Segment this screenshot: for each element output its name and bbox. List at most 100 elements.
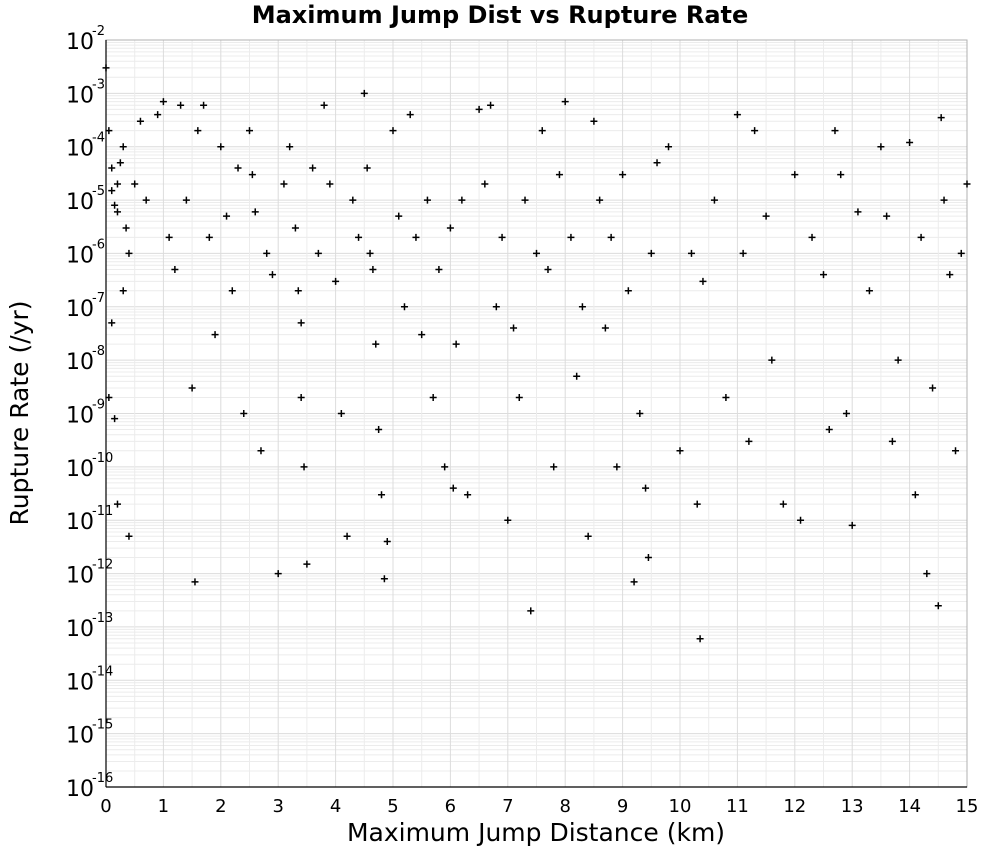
data-point [779,500,787,508]
data-point [791,171,799,179]
y-tick-exponent: -9 [92,398,105,413]
data-point [171,265,179,273]
data-point [590,117,598,125]
data-point [937,114,945,122]
data-point [291,224,299,232]
data-point [957,249,965,257]
data-point [504,516,512,524]
data-point [240,410,248,417]
data-point [464,491,472,499]
data-point [389,127,397,135]
data-point [412,233,420,241]
y-tick-base: 10 [66,404,94,429]
data-point [228,287,236,295]
data-point [630,578,638,586]
data-point [820,271,827,279]
data-point [383,537,391,545]
y-tick-label: 10-10 [66,451,113,482]
data-point [205,233,213,241]
y-tick-label: 10-4 [66,131,105,162]
data-point [601,324,609,332]
data-point [722,393,730,401]
y-tick-label: 10-9 [66,398,105,429]
data-point [113,180,121,188]
data-point [883,212,891,220]
x-tick-label: 10 [669,796,692,817]
data-point [894,356,902,364]
x-tick-label: 4 [330,796,341,817]
x-tick-label: 7 [502,796,513,817]
x-tick-label: 11 [726,796,749,817]
data-point [343,532,351,540]
y-tick-label: 10-11 [66,504,113,535]
y-tick-label: 10-7 [66,291,105,322]
data-point [286,143,294,151]
data-point [498,233,506,241]
data-point [355,233,363,241]
y-tick-base: 10 [66,137,94,162]
data-point [831,127,839,135]
data-point [538,127,546,135]
data-point [917,233,925,241]
data-point [108,164,116,172]
data-point [946,271,954,279]
data-point [458,196,466,204]
y-tick-label: 10-14 [66,664,113,695]
data-point [768,356,776,364]
y-tick-exponent: -16 [92,771,113,786]
y-tick-exponent: -15 [92,718,113,733]
data-point [940,196,948,204]
data-point [699,277,707,285]
data-point [108,187,116,195]
chart-title: Maximum Jump Dist vs Rupture Rate [252,1,749,29]
x-tick-labels: 0 1 2 3 4 5 6 7 8 9 10 11 12 13 14 15 [100,796,978,817]
y-tick-base: 10 [66,564,94,589]
data-point [159,98,167,106]
data-point [177,101,185,109]
data-point [136,117,144,125]
data-point [326,180,334,188]
data-point [906,138,914,146]
y-tick-label: 10-3 [66,77,105,108]
data-point [111,201,119,209]
data-point [113,208,121,216]
data-point [251,208,259,216]
data-point [596,196,604,204]
data-point [105,127,113,135]
y-tick-base: 10 [66,190,94,215]
data-point [877,143,885,151]
y-tick-label: 10-15 [66,718,113,749]
data-point [449,484,457,492]
x-tick-label: 3 [272,796,283,817]
x-tick-label: 13 [841,796,864,817]
y-axis-label: Rupture Rate (/yr) [5,301,34,526]
data-point [274,570,282,578]
data-point [395,212,403,220]
data-point [366,249,374,257]
data-point [131,180,139,188]
data-point [888,437,896,445]
data-point [865,287,873,295]
y-tick-exponent: -6 [92,237,105,252]
data-point [211,331,219,339]
data-point [303,560,311,568]
data-point [929,384,937,392]
x-tick-label: 6 [445,796,456,817]
data-point [619,171,627,179]
data-point [624,287,632,295]
data-point [372,340,380,348]
data-point [406,111,414,119]
data-point [642,484,650,492]
data-point [934,602,942,610]
data-point [217,143,225,151]
y-tick-base: 10 [66,297,94,322]
data-point [418,331,426,339]
data-point [375,426,383,434]
data-point [194,127,202,135]
data-point [492,303,500,311]
data-point [369,265,377,273]
data-point [751,127,759,135]
y-tick-exponent: -12 [92,558,113,573]
data-point [423,196,431,204]
